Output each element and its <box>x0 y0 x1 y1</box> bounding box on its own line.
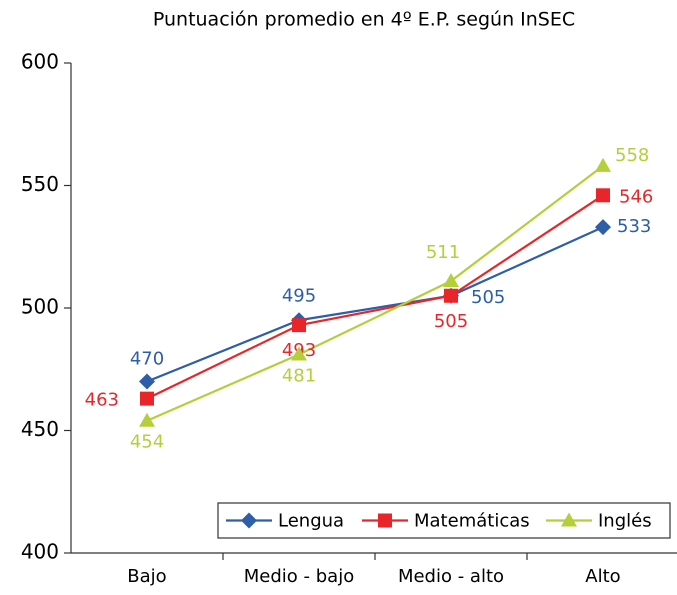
data-label: 558 <box>615 145 649 166</box>
legend-marker <box>378 513 392 528</box>
legend-label: Inglés <box>598 511 652 532</box>
data-label: 463 <box>85 390 119 411</box>
data-label: 505 <box>471 287 505 308</box>
y-tick-label: 450 <box>21 417 59 441</box>
data-label: 511 <box>426 242 460 263</box>
data-point <box>139 373 155 390</box>
x-tick-label: Bajo <box>127 566 166 587</box>
legend: Lengua Matemáticas Inglés <box>217 502 671 539</box>
data-point <box>139 412 155 427</box>
y-tick-label: 400 <box>21 540 59 564</box>
y-tick-label: 600 <box>21 50 59 74</box>
data-point <box>291 346 307 361</box>
data-point <box>596 188 610 203</box>
data-label: 470 <box>130 349 164 370</box>
data-point <box>443 273 459 288</box>
series-line <box>146 194 604 400</box>
series-line <box>146 226 604 383</box>
data-label: 454 <box>130 432 164 453</box>
x-tick-label: Alto <box>585 566 620 587</box>
data-point <box>292 318 306 333</box>
chart-title: Puntuación promedio en 4º E.P. según InS… <box>153 9 575 31</box>
legend-label: Lengua <box>278 511 344 532</box>
data-label: 495 <box>282 285 316 306</box>
legend-box <box>217 502 671 539</box>
x-tick-label: Medio - bajo <box>244 566 354 587</box>
data-point <box>595 219 611 236</box>
y-tick-label: 500 <box>21 295 59 319</box>
data-label: 546 <box>619 186 653 207</box>
x-tick-label: Medio - alto <box>398 566 504 587</box>
data-label: 481 <box>282 366 316 387</box>
y-tick-label: 550 <box>21 172 59 196</box>
data-point <box>444 288 458 303</box>
data-label: 505 <box>434 311 468 332</box>
legend-label: Matemáticas <box>414 511 530 532</box>
legend-marker <box>561 512 577 527</box>
legend-marker <box>241 512 257 529</box>
data-label: 533 <box>617 216 651 237</box>
series-line <box>146 165 604 422</box>
data-point <box>595 157 611 172</box>
data-point <box>140 391 154 406</box>
